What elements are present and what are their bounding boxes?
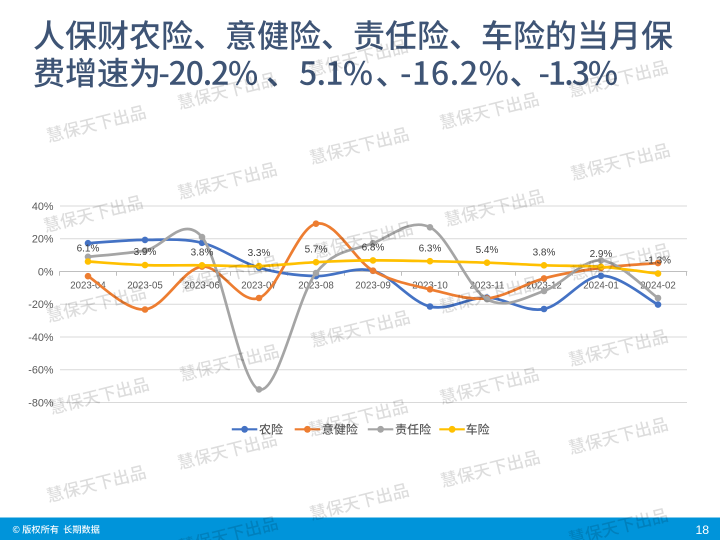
svg-text:-20%: -20%	[28, 299, 54, 311]
svg-text:0%: 0%	[38, 266, 54, 278]
svg-text:2023-09: 2023-09	[355, 281, 391, 292]
svg-text:-40%: -40%	[28, 332, 54, 344]
svg-text:3.3%: 3.3%	[248, 248, 271, 259]
svg-text:18: 18	[695, 523, 709, 537]
svg-text:3.9%: 3.9%	[134, 247, 157, 258]
svg-text:2023-06: 2023-06	[184, 281, 220, 292]
svg-text:3.8%: 3.8%	[533, 247, 556, 258]
svg-text:6.8%: 6.8%	[362, 243, 385, 254]
svg-text:6.1%: 6.1%	[77, 244, 100, 255]
svg-text:2024-01: 2024-01	[583, 281, 619, 292]
svg-text:2023-12: 2023-12	[526, 281, 562, 292]
svg-text:-1.3%: -1.3%	[645, 256, 671, 267]
svg-text:-80%: -80%	[28, 397, 54, 409]
svg-text:3.8%: 3.8%	[191, 247, 214, 258]
svg-text:2024-02: 2024-02	[640, 281, 676, 292]
svg-text:6.3%: 6.3%	[419, 243, 442, 254]
svg-text:40%: 40%	[32, 201, 54, 213]
svg-text:-60%: -60%	[28, 365, 54, 377]
svg-text:2023-11: 2023-11	[470, 281, 505, 292]
svg-text:2023-05: 2023-05	[127, 281, 163, 292]
svg-text:2023-08: 2023-08	[298, 281, 334, 292]
svg-text:2023-07: 2023-07	[241, 281, 277, 292]
svg-text:2023-04: 2023-04	[70, 281, 106, 292]
svg-text:2023-10: 2023-10	[412, 281, 448, 292]
svg-text:5.4%: 5.4%	[476, 245, 499, 256]
svg-text:20%: 20%	[32, 234, 54, 246]
svg-text:2.9%: 2.9%	[590, 249, 613, 260]
